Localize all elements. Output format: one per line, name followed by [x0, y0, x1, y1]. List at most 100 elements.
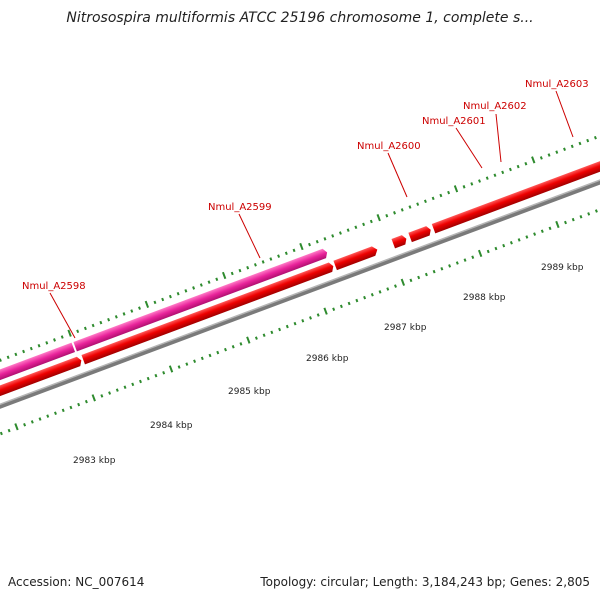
lower-tick-mark: [0, 431, 3, 436]
highlighted-gene-arrow[interactable]: [0, 342, 76, 391]
gene-label-nmul-a2602[interactable]: Nmul_A2602: [463, 101, 527, 112]
scale-label: 2987 kbp: [384, 323, 427, 333]
upper-tick-mark: [277, 254, 281, 258]
upper-tick-mark: [431, 196, 435, 201]
upper-tick-mark: [524, 161, 528, 166]
upper-tick-mark: [570, 144, 574, 149]
upper-tick-mark: [138, 306, 141, 310]
upper-tick-mark: [531, 156, 536, 164]
upper-tick-mark: [6, 355, 10, 360]
upper-tick-mark: [29, 346, 33, 351]
lower-tick-mark: [394, 284, 397, 288]
lower-tick-mark: [246, 336, 251, 344]
gene-arrow[interactable]: [391, 234, 409, 249]
upper-tick-mark: [408, 205, 412, 209]
upper-tick-mark: [323, 237, 327, 241]
accession-text: Accession: NC_007614: [8, 575, 145, 589]
gene-label-nmul-a2601[interactable]: Nmul_A2601: [422, 116, 486, 127]
gene-label-nmul-a2598[interactable]: Nmul_A2598: [22, 281, 86, 292]
lower-tick-mark: [14, 423, 19, 431]
lower-tick-mark: [185, 362, 189, 366]
upper-tick-mark: [586, 138, 590, 143]
lower-tick-mark: [54, 411, 57, 415]
lower-tick-mark: [216, 350, 220, 355]
lower-tick-mark: [100, 394, 104, 398]
lower-tick-mark: [208, 353, 212, 358]
upper-tick-mark: [331, 234, 335, 238]
upper-tick-mark: [478, 179, 481, 183]
lower-tick-mark: [533, 232, 537, 236]
lower-tick-mark: [293, 321, 297, 326]
lower-tick-mark: [463, 258, 467, 262]
lower-tick-mark: [486, 249, 490, 254]
upper-tick-mark: [578, 141, 582, 146]
upper-tick-mark: [593, 135, 597, 140]
upper-tick-mark: [338, 231, 342, 235]
lower-tick-mark: [517, 238, 521, 242]
upper-tick-mark: [315, 239, 319, 244]
lower-tick-mark: [146, 376, 150, 381]
map-title: Nitrosospira multiformis ATCC 25196 chro…: [66, 10, 534, 26]
gene-arrow[interactable]: [431, 92, 600, 234]
lower-tick-mark: [525, 235, 529, 239]
upper-tick-mark: [230, 271, 234, 276]
upper-tick-mark: [99, 320, 103, 325]
upper-tick-mark: [369, 219, 373, 224]
upper-tick-mark: [144, 300, 150, 308]
upper-tick-mark: [0, 358, 2, 362]
lower-tick-mark: [579, 215, 583, 219]
chromosome-backbone: [0, 109, 600, 464]
lower-tick-mark: [46, 414, 50, 418]
upper-tick-mark: [439, 193, 443, 198]
lower-tick-mark: [587, 212, 591, 216]
lower-tick-mark: [262, 333, 266, 337]
lower-tick-mark: [139, 379, 142, 384]
lower-tick-mark: [378, 290, 382, 294]
upper-tick-mark: [284, 251, 288, 256]
lower-tick-mark: [77, 402, 81, 407]
lower-tick-mark: [38, 417, 42, 421]
gene-arrow[interactable]: [0, 356, 83, 409]
upper-tick-mark: [346, 228, 350, 232]
lower-tick-mark: [409, 278, 413, 283]
upper-tick-mark: [423, 199, 427, 204]
lower-tick-track: [0, 209, 598, 436]
upper-tick-mark: [416, 202, 420, 206]
highlighted-gene-arrow[interactable]: [73, 248, 328, 352]
lower-tick-mark: [363, 295, 367, 300]
upper-tick-mark: [215, 277, 219, 282]
upper-tick-mark: [299, 242, 304, 251]
lower-tick-mark: [332, 307, 336, 311]
lower-tick-mark: [278, 327, 282, 332]
lower-tick-mark: [115, 388, 119, 392]
upper-tick-mark: [22, 349, 26, 354]
upper-tick-mark: [485, 176, 489, 180]
lower-tick-mark: [548, 226, 552, 231]
scale-label: 2988 kbp: [463, 293, 506, 303]
gene-arrow[interactable]: [333, 245, 379, 271]
gene-arrow[interactable]: [408, 225, 432, 243]
upper-tick-mark: [168, 294, 172, 299]
upper-tick-mark: [221, 271, 227, 280]
lower-tick-mark: [448, 264, 452, 268]
lower-tick-mark: [23, 423, 27, 427]
lower-tick-mark: [432, 269, 436, 274]
red-gene-track: [0, 92, 600, 409]
lower-tick-mark: [316, 313, 320, 317]
gene-label-nmul-a2603[interactable]: Nmul_A2603: [525, 79, 589, 90]
lower-tick-mark: [440, 267, 444, 271]
scale-label: 2985 kbp: [228, 387, 271, 397]
upper-tick-mark: [176, 291, 180, 296]
gene-label-nmul-a2599[interactable]: Nmul_A2599: [208, 202, 272, 213]
upper-tick-mark: [76, 329, 80, 334]
upper-tick-mark: [493, 173, 497, 178]
lower-tick-mark: [224, 347, 227, 352]
gene-label-nmul-a2600[interactable]: Nmul_A2600: [357, 141, 421, 152]
lower-tick-mark: [594, 209, 598, 213]
upper-tick-mark: [269, 257, 273, 261]
lower-tick-mark: [386, 287, 390, 291]
scale-label: 2984 kbp: [150, 421, 193, 431]
gene-arrow[interactable]: [81, 261, 335, 365]
callout-lines: [49, 90, 574, 339]
